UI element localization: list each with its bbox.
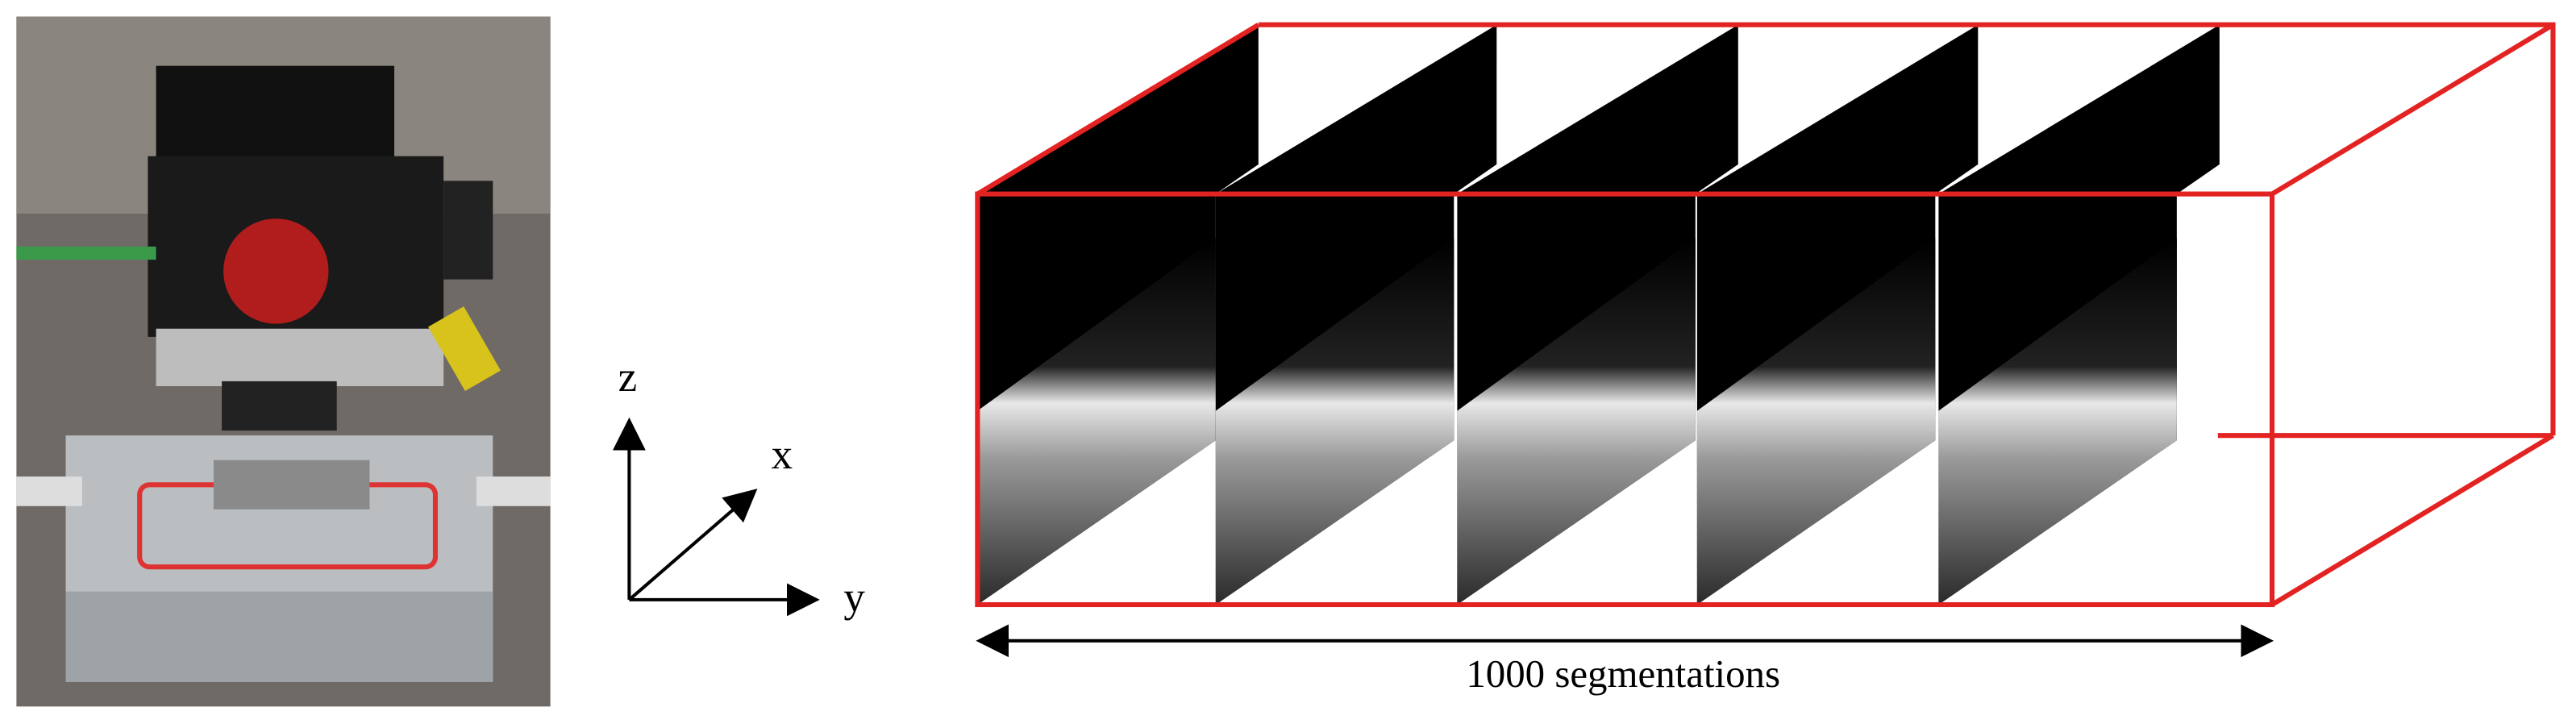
axis-triad: z x y xyxy=(613,354,865,621)
caption: 1000 segmentations xyxy=(1466,651,1780,696)
oct-slice xyxy=(1457,238,1696,605)
x-arrow xyxy=(628,489,758,601)
x-label: x xyxy=(772,431,793,478)
box-edges xyxy=(975,22,2556,608)
oct-slice xyxy=(1938,238,2177,605)
z-label: z xyxy=(618,354,638,401)
oct-slice xyxy=(1215,238,1454,605)
oct-slice xyxy=(1696,24,1979,194)
setup-photo xyxy=(16,16,551,707)
volume: 1000 segmentations xyxy=(975,22,2556,696)
oct-slice xyxy=(1938,24,2220,194)
oct-slice xyxy=(977,238,1216,605)
oct-slice xyxy=(1696,238,1936,605)
slices xyxy=(977,24,2220,605)
y-label: y xyxy=(843,574,865,621)
oct-slice xyxy=(1457,24,1738,194)
